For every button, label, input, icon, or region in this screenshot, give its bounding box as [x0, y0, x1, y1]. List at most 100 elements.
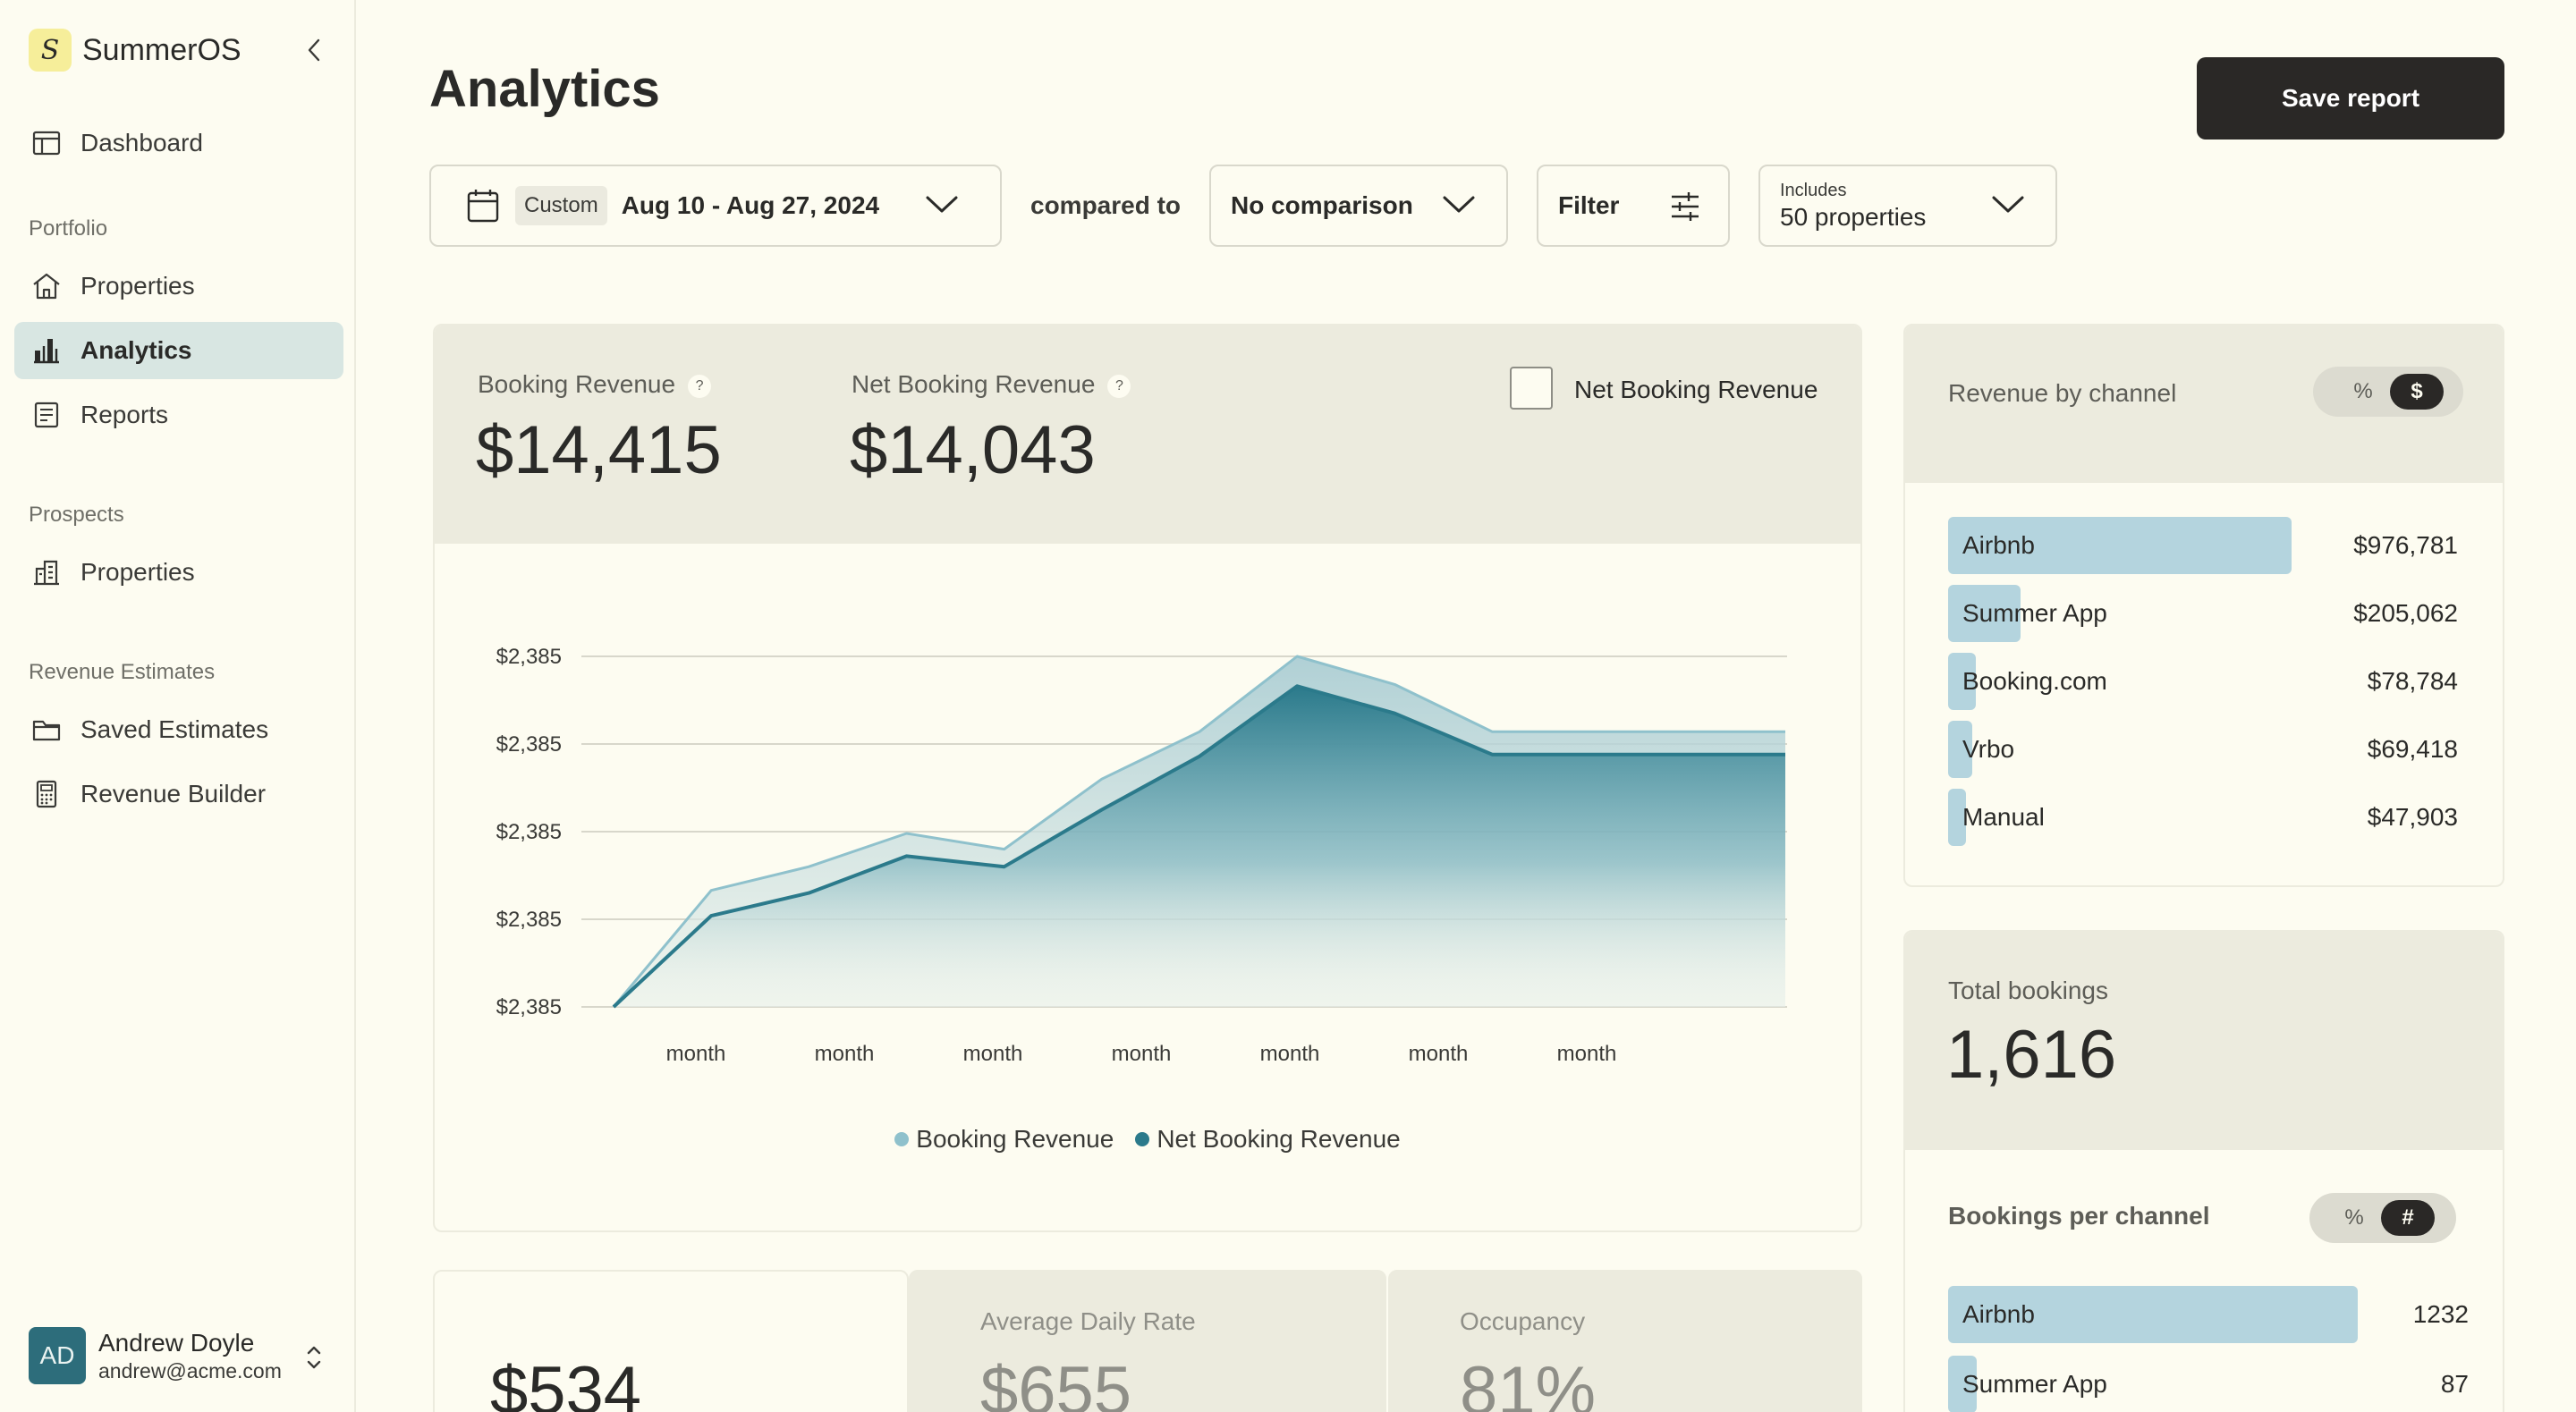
bookings-per-channel-title: Bookings per channel	[1948, 1202, 2210, 1230]
series-line	[612, 684, 1785, 1009]
brand[interactable]: S SummerOS	[29, 29, 242, 72]
channel-row[interactable]: Vrbo $69,418	[1948, 721, 2458, 778]
channel-value: 1232	[2412, 1300, 2469, 1328]
channel-row[interactable]: Summer App 87	[1948, 1356, 2469, 1412]
legend-swatch	[1135, 1132, 1150, 1146]
user-menu[interactable]: AD Andrew Doyle andrew@acme.com	[29, 1327, 282, 1384]
channel-name: Vrbo	[1962, 735, 2015, 763]
toggle-dollar[interactable]: $	[2390, 374, 2444, 410]
filter-label: Filter	[1558, 191, 1620, 219]
channel-bar	[1948, 1356, 1978, 1412]
comparison-select[interactable]: No comparison	[1209, 165, 1508, 247]
comparison-value: No comparison	[1231, 191, 1413, 219]
building-icon	[34, 560, 59, 586]
sliders-icon	[1672, 192, 1699, 221]
net-booking-revenue-checkbox[interactable]	[1510, 367, 1553, 410]
total-bookings-value: 1,616	[1946, 1017, 2117, 1093]
booking-revenue-value: $14,415	[476, 412, 722, 488]
y-tick-label: $2,385	[496, 995, 562, 1019]
kpi-card[interactable]: $534	[433, 1270, 909, 1412]
date-range-value: Aug 10 - Aug 27, 2024	[621, 191, 880, 219]
sidebar-section-revenue-estimates: Revenue Estimates	[29, 660, 216, 684]
channel-value: $205,062	[2353, 599, 2458, 627]
channel-name: Airbnb	[1962, 1300, 2035, 1328]
filter-button[interactable]: Filter	[1537, 165, 1730, 247]
chevron-down-icon	[926, 196, 958, 213]
folder-icon	[32, 720, 61, 741]
kpi-row: $534 Average Daily Rate $655 Occupancy 8…	[433, 1270, 1862, 1412]
kpi-value: 81%	[1460, 1353, 1597, 1412]
revenue-by-channel-header: Revenue by channel % $	[1905, 326, 2503, 483]
channel-bar	[1948, 789, 1966, 846]
legend-item-booking-revenue[interactable]: Booking Revenue	[894, 1125, 1114, 1154]
channel-value: $78,784	[2367, 667, 2458, 695]
toggle-count[interactable]: #	[2381, 1200, 2435, 1236]
kpi-value: $655	[980, 1353, 1132, 1412]
sidebar-item-portfolio-properties[interactable]: Properties	[14, 258, 343, 315]
kpi-card-occupancy[interactable]: Occupancy 81%	[1388, 1270, 1862, 1412]
chevron-up-down-icon[interactable]	[301, 1341, 327, 1374]
channel-value: $47,903	[2367, 803, 2458, 831]
user-email: andrew@acme.com	[98, 1358, 282, 1382]
sidebar-item-revenue-builder[interactable]: Revenue Builder	[14, 765, 343, 823]
chevron-down-icon	[1443, 196, 1475, 213]
channel-row[interactable]: Manual $47,903	[1948, 789, 2458, 846]
calculator-icon	[36, 780, 57, 808]
x-tick-label: month	[963, 1042, 1023, 1066]
sidebar-item-label: Dashboard	[80, 129, 203, 156]
x-tick-label: month	[666, 1042, 726, 1066]
page-title: Analytics	[429, 60, 660, 118]
revenue-card-header: Booking Revenue? $14,415 Net Booking Rev…	[435, 326, 1860, 544]
sidebar-item-analytics[interactable]: Analytics	[14, 322, 343, 379]
help-icon[interactable]: ?	[688, 374, 712, 398]
legend-item-net-booking-revenue[interactable]: Net Booking Revenue	[1135, 1125, 1401, 1154]
brand-name: SummerOS	[82, 32, 242, 67]
sidebar-section-portfolio: Portfolio	[29, 216, 108, 241]
properties-select[interactable]: Includes 50 properties	[1758, 165, 2057, 247]
total-bookings-label: Total bookings	[1948, 977, 2109, 1004]
x-tick-label: month	[1409, 1042, 1469, 1066]
save-report-button[interactable]: Save report	[2197, 57, 2504, 140]
chart-lines	[612, 655, 1785, 1009]
sidebar-item-label: Analytics	[80, 336, 192, 364]
sidebar-item-prospects-properties[interactable]: Properties	[14, 544, 343, 601]
dashboard-icon	[32, 131, 61, 156]
kpi-card-average-daily-rate[interactable]: Average Daily Rate $655	[909, 1270, 1386, 1412]
total-bookings-header: Total bookings 1,616	[1905, 932, 2503, 1150]
toggle-percent[interactable]: %	[2344, 1205, 2364, 1230]
channel-bar	[1948, 517, 2292, 574]
legend-label: Booking Revenue	[916, 1125, 1114, 1153]
toggle-percent[interactable]: %	[2353, 379, 2373, 403]
includes-value: 50 properties	[1780, 202, 1927, 231]
revenue-chart: $2,385$2,385$2,385$2,385$2,385 month mont…	[496, 645, 1787, 1066]
sidebar-item-label: Revenue Builder	[80, 780, 267, 807]
channel-name: Airbnb	[1962, 531, 2035, 559]
channel-name: Manual	[1962, 803, 2045, 831]
collapse-sidebar-icon[interactable]	[301, 34, 327, 66]
sidebar-item-label: Properties	[80, 558, 195, 586]
sidebar-item-saved-estimates[interactable]: Saved Estimates	[14, 701, 343, 758]
sidebar-item-label: Saved Estimates	[80, 715, 269, 743]
kpi-value: $534	[490, 1353, 642, 1412]
date-range-picker[interactable]: Custom Aug 10 - Aug 27, 2024	[429, 165, 1002, 247]
channel-name: Booking.com	[1962, 667, 2107, 695]
legend-swatch	[894, 1132, 910, 1146]
revenue-unit-toggle[interactable]: % $	[2313, 367, 2463, 417]
chart-legend: Booking Revenue Net Booking Revenue	[435, 1125, 1860, 1154]
net-booking-revenue-label: Net Booking Revenue?	[852, 370, 1131, 399]
user-name: Andrew Doyle	[98, 1328, 255, 1357]
channel-row[interactable]: Airbnb $976,781	[1948, 517, 2458, 574]
report-icon	[34, 402, 59, 428]
net-booking-revenue-checkbox-label: Net Booking Revenue	[1574, 376, 1818, 403]
chart-x-axis: month month month month month month month	[666, 1042, 1617, 1066]
sidebar-item-dashboard[interactable]: Dashboard	[14, 114, 343, 172]
booking-revenue-label: Booking Revenue?	[478, 370, 712, 399]
legend-label: Net Booking Revenue	[1157, 1125, 1401, 1153]
channel-row[interactable]: Airbnb 1232	[1948, 1286, 2469, 1343]
channel-row[interactable]: Summer App $205,062	[1948, 585, 2458, 642]
channel-row[interactable]: Booking.com $78,784	[1948, 653, 2458, 710]
help-icon[interactable]: ?	[1107, 374, 1131, 398]
sidebar-item-reports[interactable]: Reports	[14, 386, 343, 444]
bookings-unit-toggle[interactable]: % #	[2309, 1193, 2456, 1243]
channel-name: Summer App	[1962, 1370, 2107, 1398]
